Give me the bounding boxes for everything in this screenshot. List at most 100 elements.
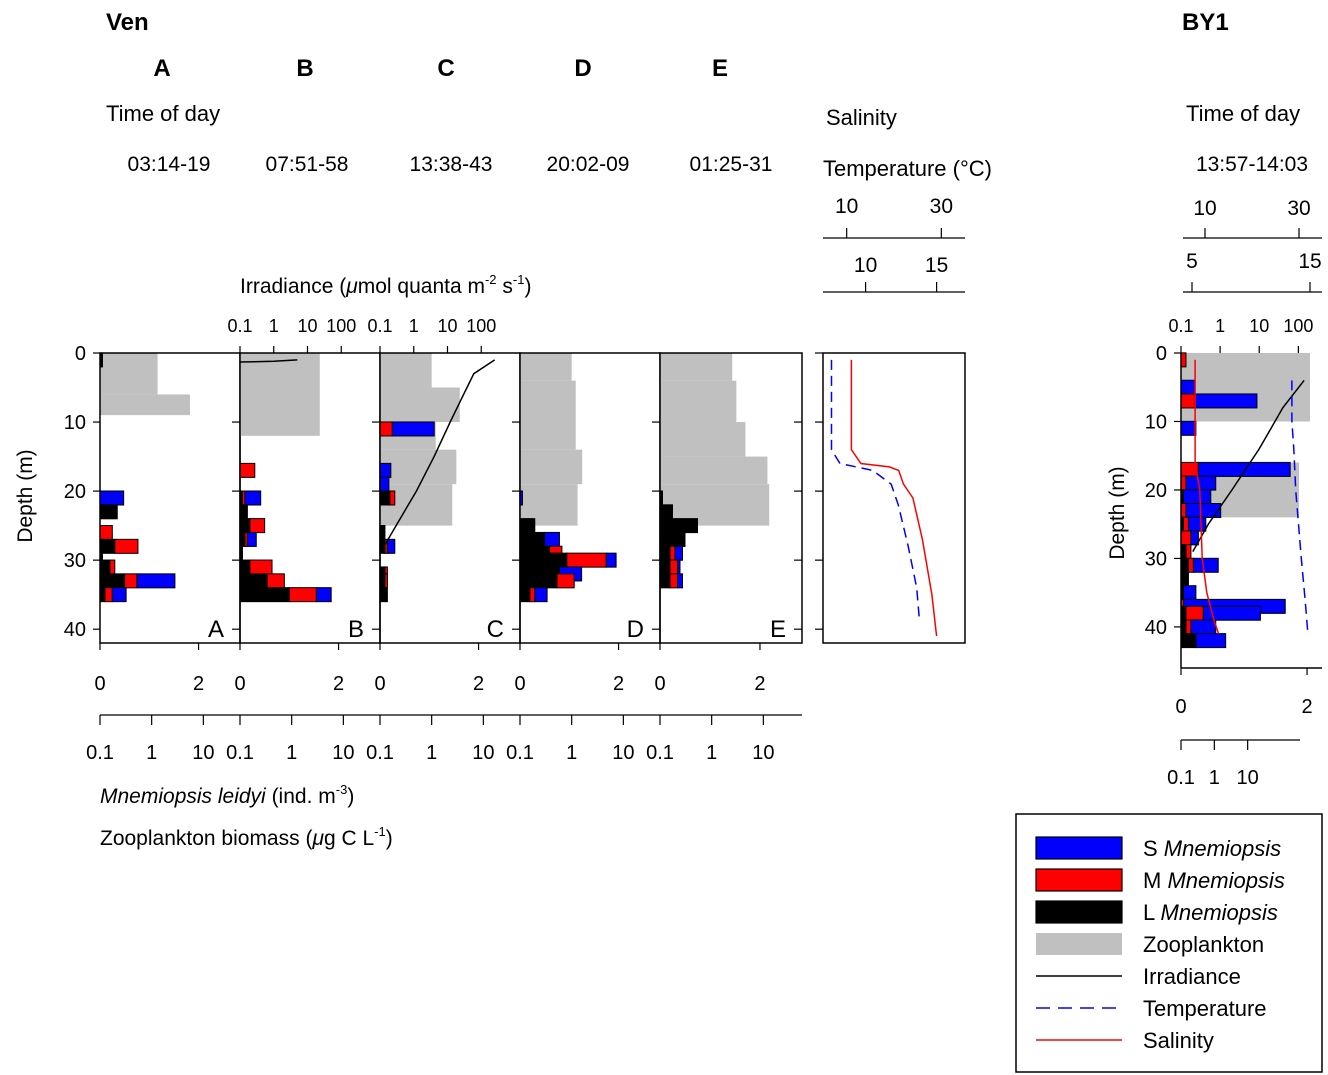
mnemiopsis-bar-M <box>114 538 139 554</box>
mnemiopsis-bar-S <box>544 531 560 547</box>
zoo-tick-label: 1 <box>426 742 437 764</box>
mnemiopsis-bar-S <box>1190 619 1217 635</box>
time-E: 01:25-31 <box>690 153 773 176</box>
time-B: 07:51-58 <box>266 153 349 176</box>
zoo-tick-label: 1 <box>566 742 577 764</box>
mnemiopsis-bar-M <box>1185 544 1192 560</box>
time-BY1: 13:57-14:03 <box>1196 153 1308 176</box>
mnemiopsis-bar-S <box>379 462 392 478</box>
time-C: 13:38-43 <box>410 153 493 176</box>
mnemiopsis-bar-S <box>111 587 127 603</box>
mnemiopsis-bar-M <box>249 559 273 575</box>
mnemiopsis-tick-label: 2 <box>193 673 204 695</box>
mnemiopsis-bar-S <box>1197 461 1291 477</box>
temperature-tick-label: 15 <box>1298 250 1321 273</box>
mnemiopsis-bar-S <box>1195 633 1227 649</box>
zoo-tick-label: 1 <box>146 742 157 764</box>
zoo-tick-label: 10 <box>472 742 494 764</box>
zooplankton-bar <box>380 353 432 388</box>
zooplankton-bar <box>660 422 746 457</box>
depth-tick-label: 0 <box>75 343 86 365</box>
mnemiopsis-bar-S <box>1185 503 1222 518</box>
mnemiopsis-bar-M <box>669 545 676 561</box>
mnemiopsis-tick-label: 2 <box>473 673 484 695</box>
mnemiopsis-bar-L <box>519 552 568 568</box>
irradiance-tick-label: 10 <box>1249 316 1269 336</box>
depth-tick-label: 10 <box>64 412 86 434</box>
mnemiopsis-bar-S <box>244 490 262 506</box>
temperature-tick-label: 10 <box>854 254 877 277</box>
panel-frame <box>659 352 803 644</box>
irradiance-tick-label: 1 <box>409 316 419 336</box>
zoo-tick-label: 0.1 <box>506 742 534 764</box>
salinity-tick-label: 10 <box>1193 197 1216 220</box>
zooplankton-bar <box>380 387 460 423</box>
mnemiopsis-bar-S <box>136 573 176 589</box>
depth-tick-label: 30 <box>1145 548 1167 570</box>
mnemiopsis-bar-L <box>659 504 673 520</box>
mnemiopsis-bar-S <box>315 587 332 603</box>
site-title-ven: Ven <box>106 9 149 36</box>
legend-swatch-M <box>1035 868 1123 892</box>
mnemiopsis-bar-M <box>1180 530 1192 546</box>
legend-label: M Mnemiopsis <box>1143 868 1285 893</box>
mnemiopsis-bar-S <box>676 559 681 575</box>
temperature-line <box>830 359 921 623</box>
legend-swatch-S <box>1035 836 1123 860</box>
irradiance-tick-label: 100 <box>326 316 356 336</box>
mnemiopsis-bar-M <box>249 518 266 534</box>
mnemiopsis-bar-S <box>1182 489 1212 505</box>
irradiance-tick-label: 10 <box>297 316 317 336</box>
mnemiopsis-bar-S <box>676 573 683 589</box>
irradiance-tick-label: 0.1 <box>367 316 392 336</box>
mnemiopsis-bar-L <box>659 559 671 575</box>
mnemiopsis-tick-label: 2 <box>613 673 624 695</box>
mnemiopsis-bar-L <box>519 518 536 534</box>
panel-letters: A B C D E <box>153 55 728 82</box>
depth-axis-label-ven: Depth (m) <box>14 449 37 542</box>
time-of-day-label-by1: Time of day <box>1186 101 1300 126</box>
legend-item: Temperature <box>1036 996 1267 1021</box>
zoo-tick-label: 10 <box>752 742 774 764</box>
mnemiopsis-bar-M <box>529 587 536 603</box>
mnemiopsis-bar-L <box>1180 633 1197 649</box>
panel-salinity-temperature: 10 30 10 15 <box>815 195 966 644</box>
panel-corner-letter: C <box>487 616 504 643</box>
irradiance-line <box>239 359 298 363</box>
time-A: 03:14-19 <box>128 153 211 176</box>
legend-item: L Mnemiopsis <box>1035 900 1278 925</box>
irradiance-tick-label: 0.1 <box>227 316 252 336</box>
depth-tick-label: 10 <box>1145 411 1167 433</box>
depth-tick-label: 20 <box>64 481 86 503</box>
zooplankton-bar <box>1181 353 1310 422</box>
irradiance-tick-label: 1 <box>269 316 279 336</box>
mnemiopsis-bar-L <box>239 504 248 520</box>
depth-tick-label: 40 <box>1145 617 1167 639</box>
mnemiopsis-tick-label: 0 <box>514 673 525 695</box>
mnemiopsis-bar-L <box>99 573 126 589</box>
legend-label: Temperature <box>1143 996 1267 1021</box>
zoo-tick-label: 10 <box>1237 767 1259 789</box>
mnemiopsis-bar-S <box>1180 379 1196 395</box>
mnemiopsis-bar-M <box>1185 619 1192 635</box>
mnemiopsis-tick-label: 2 <box>754 673 765 695</box>
mnemiopsis-axis-label: Mnemiopsis leidyi (ind. m-3) <box>100 782 354 808</box>
mnemiopsis-tick-label: 0 <box>234 673 245 695</box>
panel-letter-E: E <box>712 55 728 82</box>
legend-label: Irradiance <box>1143 964 1241 989</box>
temperature-tick-label: 5 <box>1186 250 1198 273</box>
legend-label: Zooplankton <box>1143 932 1264 957</box>
site-title-by1: BY1 <box>1182 9 1229 36</box>
mnemiopsis-bar-M <box>1185 605 1204 621</box>
panel-letter-B: B <box>296 55 313 82</box>
mnemiopsis-bar-L <box>519 573 558 589</box>
legend-item: Salinity <box>1036 1028 1214 1053</box>
mnemiopsis-tick-label: 0 <box>654 673 665 695</box>
panel-corner-letter: D <box>627 616 644 643</box>
zoo-tick-label: 10 <box>332 742 354 764</box>
mnemiopsis-bar-S <box>386 538 396 554</box>
irradiance-line <box>1192 379 1305 552</box>
mnemiopsis-bar-L <box>1180 557 1189 573</box>
zoo-tick-label: 0.1 <box>1167 767 1195 789</box>
